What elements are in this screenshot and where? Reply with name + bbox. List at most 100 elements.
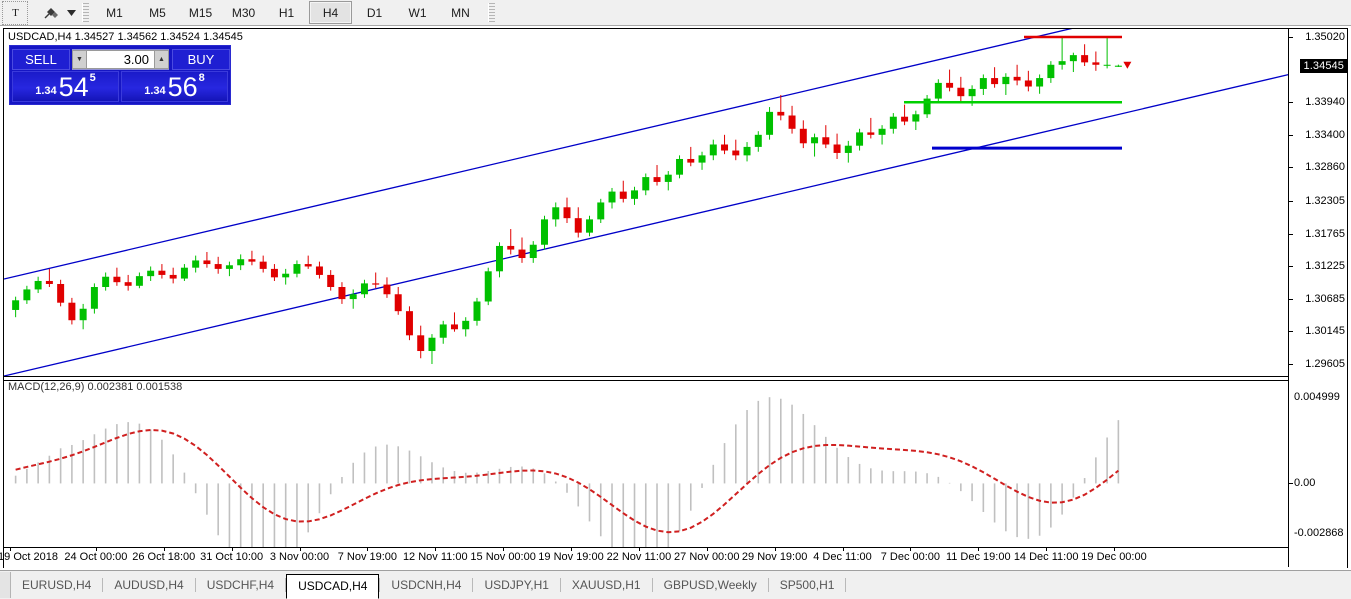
caret-glyph [66,9,76,16]
tab-xauusd-h1[interactable]: XAUUSD,H1 [571,578,641,592]
time-tick-mark [367,547,369,551]
toolbar-separator-2 [488,3,495,22]
candle-body [844,145,852,153]
tab-gbpusd-weekly[interactable]: GBPUSD,Weekly [663,578,757,592]
timeframe-h1[interactable]: H1 [278,5,295,20]
time-tick-label: 12 Nov 11:00 [402,551,468,563]
tab-usdcnh-h4[interactable]: USDCNH,H4 [391,578,462,592]
volume-increment-button[interactable]: ▲ [154,50,169,69]
timeframe-w1[interactable]: W1 [408,5,427,20]
candle-body [968,88,976,97]
tab-list: EURUSD,H4 AUDUSD,H4 USDCHF,H4 USDCAD,H4 USDC… [11,573,847,599]
tab-usdjpy-h1[interactable]: USDJPY,H1 [484,578,549,592]
timeframe-m5[interactable]: M5 [149,5,166,20]
tab-eurusd-h4[interactable]: EURUSD,H4 [22,578,92,592]
time-tick-mark [910,547,912,551]
buy-price-big: 56 [167,72,198,102]
timeframe-m1[interactable]: M1 [106,5,123,20]
macd-chart-svg [14,397,1120,547]
tabbar-scroll-left[interactable] [0,572,11,598]
price-tick-label: 1.32305 [1305,194,1345,207]
candle-body [619,191,627,199]
tab-separator [767,578,769,592]
candle-body [1058,61,1066,65]
candle-body [372,283,380,285]
candle-body [709,144,717,156]
timeframe-d1[interactable]: D1 [366,5,383,20]
time-tick-label: 24 Oct 00:00 [64,551,128,563]
volume-input[interactable]: 3.00 [87,50,154,69]
candle-body [586,219,593,233]
candle-body [12,300,20,310]
chart-window[interactable]: USDCAD,H4 1.34527 1.34562 1.34524 1.3454… [0,28,1348,568]
pane-divider[interactable] [4,376,1347,381]
price-tick-mark [1289,102,1293,104]
candle-body [484,271,492,302]
macd-label: MACD(12,26,9) 0.002381 0.001538 [8,381,183,393]
candle-body [901,116,909,122]
candle-body [169,274,177,279]
dropdown-caret-icon[interactable] [64,2,78,24]
candle-body [180,267,188,279]
price-axis[interactable]: 1.35020 1.33940 1.33400 1.32860 1.32305 1.317… [1288,29,1347,567]
candle-body [574,218,582,233]
volume-decrement-button[interactable]: ▼ [72,50,87,69]
candle-body [766,111,774,135]
price-tick-mark [1289,266,1293,268]
sell-button[interactable]: SELL [12,49,70,70]
timeframe-h4[interactable]: H4 [309,1,352,24]
candle-body [439,324,447,338]
candle-body [799,128,807,144]
time-tick-mark [842,547,844,551]
macd-signal-line [15,428,1119,534]
candle-body [979,78,987,89]
crosshair-text-icon[interactable]: T [2,0,28,25]
candle-body [833,144,841,153]
buy-button[interactable]: BUY [172,49,230,70]
candle-body [349,294,357,300]
sell-price-quote[interactable]: 1.34 54 5 [12,71,119,102]
tab-sp500-h1[interactable]: SP500,H1 [779,578,835,592]
tab-usdchf-h4[interactable]: USDCHF,H4 [206,578,275,592]
buy-price-quote[interactable]: 1.34 56 8 [121,71,228,102]
price-tick-label: 1.31225 [1305,260,1345,273]
sell-price-big: 54 [58,72,89,102]
timeframe-m30[interactable]: M30 [231,5,256,20]
tab-separator [285,578,287,592]
candle-body [450,324,458,330]
tab-separator [472,578,474,592]
candle-body [203,260,211,265]
timeframe-m15[interactable]: M15 [188,5,213,20]
price-tick-label: 1.29605 [1305,358,1345,370]
chart-header-label: USDCAD,H4 1.34527 1.34562 1.34524 1.3454… [8,31,243,43]
one-click-trading-panel[interactable]: SELL ▼ 3.00 ▲ BUY 1.34 54 5 1.34 56 8 [9,45,231,105]
candle-body [327,274,335,288]
candle-body [1069,55,1077,62]
candle-body [912,114,920,122]
candle-body [653,177,661,182]
candle-body [822,137,830,145]
candle-body [124,282,132,286]
price-chart-svg [4,29,1291,376]
price-pane[interactable]: USDCAD,H4 1.34527 1.34562 1.34524 1.3454… [4,29,1347,376]
macd-pane[interactable]: MACD(12,26,9) 0.002381 0.001538 [4,379,1347,547]
candle-body [79,308,87,321]
candle-body [664,174,672,182]
time-tick-mark [774,547,776,551]
candle-body [68,302,76,321]
sell-arrow-marker [1123,61,1132,69]
timeframe-mn[interactable]: MN [451,5,470,20]
price-tick-label: 1.32860 [1305,161,1345,174]
tab-usdcad-h4[interactable]: USDCAD,H4 [286,573,380,599]
indicators-icon[interactable] [40,2,64,24]
tab-audusd-h4[interactable]: AUDUSD,H4 [114,578,184,592]
candle-body [946,82,954,88]
tab-separator-end [845,578,847,592]
candle-body [1103,64,1111,66]
volume-stepper[interactable]: ▼ 3.00 ▲ [72,49,169,70]
time-tick-label: 29 Nov 19:00 [741,551,808,563]
tab-separator [651,578,653,592]
candle-body [889,116,897,129]
time-tick-label: 19 Oct 2018 [0,551,58,563]
channel-lower-line [4,73,1291,376]
